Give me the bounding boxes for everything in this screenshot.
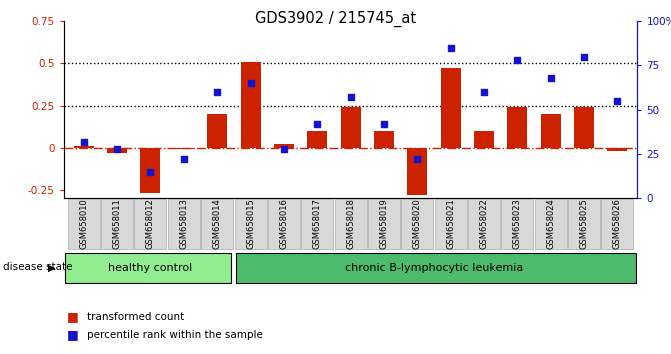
Point — [345, 95, 356, 100]
FancyBboxPatch shape — [201, 199, 234, 249]
Bar — [74, 146, 94, 148]
FancyBboxPatch shape — [435, 199, 466, 249]
Text: percentile rank within the sample: percentile rank within the sample — [87, 330, 263, 339]
Text: GSM658013: GSM658013 — [179, 199, 189, 249]
FancyBboxPatch shape — [101, 199, 133, 249]
Text: GSM658024: GSM658024 — [546, 199, 555, 249]
Bar — [574, 107, 594, 148]
Bar — [174, 148, 194, 149]
Text: GSM658015: GSM658015 — [246, 199, 255, 249]
FancyBboxPatch shape — [601, 199, 633, 249]
Bar — [274, 144, 294, 148]
Point — [412, 156, 423, 162]
FancyBboxPatch shape — [401, 199, 433, 249]
Bar — [307, 131, 327, 148]
FancyBboxPatch shape — [535, 199, 567, 249]
Text: GSM658011: GSM658011 — [113, 199, 121, 249]
FancyBboxPatch shape — [368, 199, 400, 249]
Point — [112, 146, 123, 152]
Text: ■: ■ — [67, 328, 79, 341]
Point — [512, 57, 523, 63]
FancyBboxPatch shape — [236, 253, 636, 283]
Point — [212, 89, 223, 95]
Text: GSM658020: GSM658020 — [413, 199, 422, 249]
FancyBboxPatch shape — [68, 199, 100, 249]
Point — [446, 45, 456, 51]
Bar — [541, 114, 561, 148]
Text: GSM658023: GSM658023 — [513, 199, 522, 249]
Bar — [207, 114, 227, 148]
Point — [546, 75, 556, 81]
Bar — [407, 148, 427, 195]
Point — [79, 139, 89, 144]
Text: ■: ■ — [67, 310, 79, 323]
Text: GSM658017: GSM658017 — [313, 199, 321, 249]
FancyBboxPatch shape — [335, 199, 366, 249]
Text: GSM658012: GSM658012 — [146, 199, 155, 249]
Text: GSM658019: GSM658019 — [380, 199, 389, 249]
FancyBboxPatch shape — [134, 199, 166, 249]
Point — [312, 121, 323, 127]
Text: GSM658022: GSM658022 — [480, 199, 488, 249]
Text: ▶: ▶ — [48, 262, 55, 272]
Text: GSM658014: GSM658014 — [213, 199, 221, 249]
Bar — [507, 107, 527, 148]
Text: GSM658025: GSM658025 — [580, 199, 588, 249]
Text: GSM658018: GSM658018 — [346, 199, 355, 249]
Bar — [107, 148, 127, 153]
FancyBboxPatch shape — [65, 253, 231, 283]
Point — [578, 54, 589, 59]
FancyBboxPatch shape — [235, 199, 266, 249]
Point — [612, 98, 623, 104]
FancyBboxPatch shape — [501, 199, 533, 249]
FancyBboxPatch shape — [268, 199, 300, 249]
FancyBboxPatch shape — [168, 199, 200, 249]
Point — [478, 89, 489, 95]
Text: GSM658016: GSM658016 — [279, 199, 289, 249]
FancyBboxPatch shape — [301, 199, 333, 249]
Point — [378, 121, 389, 127]
Bar — [607, 148, 627, 151]
FancyBboxPatch shape — [568, 199, 600, 249]
Bar — [140, 148, 160, 193]
Bar — [341, 107, 360, 148]
Point — [145, 169, 156, 175]
Point — [245, 80, 256, 86]
Text: healthy control: healthy control — [108, 263, 193, 273]
Text: transformed count: transformed count — [87, 312, 185, 322]
Text: chronic B-lymphocytic leukemia: chronic B-lymphocytic leukemia — [345, 263, 523, 273]
Point — [278, 146, 289, 152]
Text: GSM658021: GSM658021 — [446, 199, 455, 249]
Point — [178, 156, 189, 162]
Text: GDS3902 / 215745_at: GDS3902 / 215745_at — [255, 11, 416, 27]
Bar — [441, 68, 461, 148]
Bar — [374, 131, 394, 148]
FancyBboxPatch shape — [468, 199, 500, 249]
Text: GSM658026: GSM658026 — [613, 199, 622, 249]
Text: GSM658010: GSM658010 — [79, 199, 89, 249]
Bar — [240, 62, 260, 148]
Bar — [474, 131, 494, 148]
Text: disease state: disease state — [3, 262, 73, 272]
